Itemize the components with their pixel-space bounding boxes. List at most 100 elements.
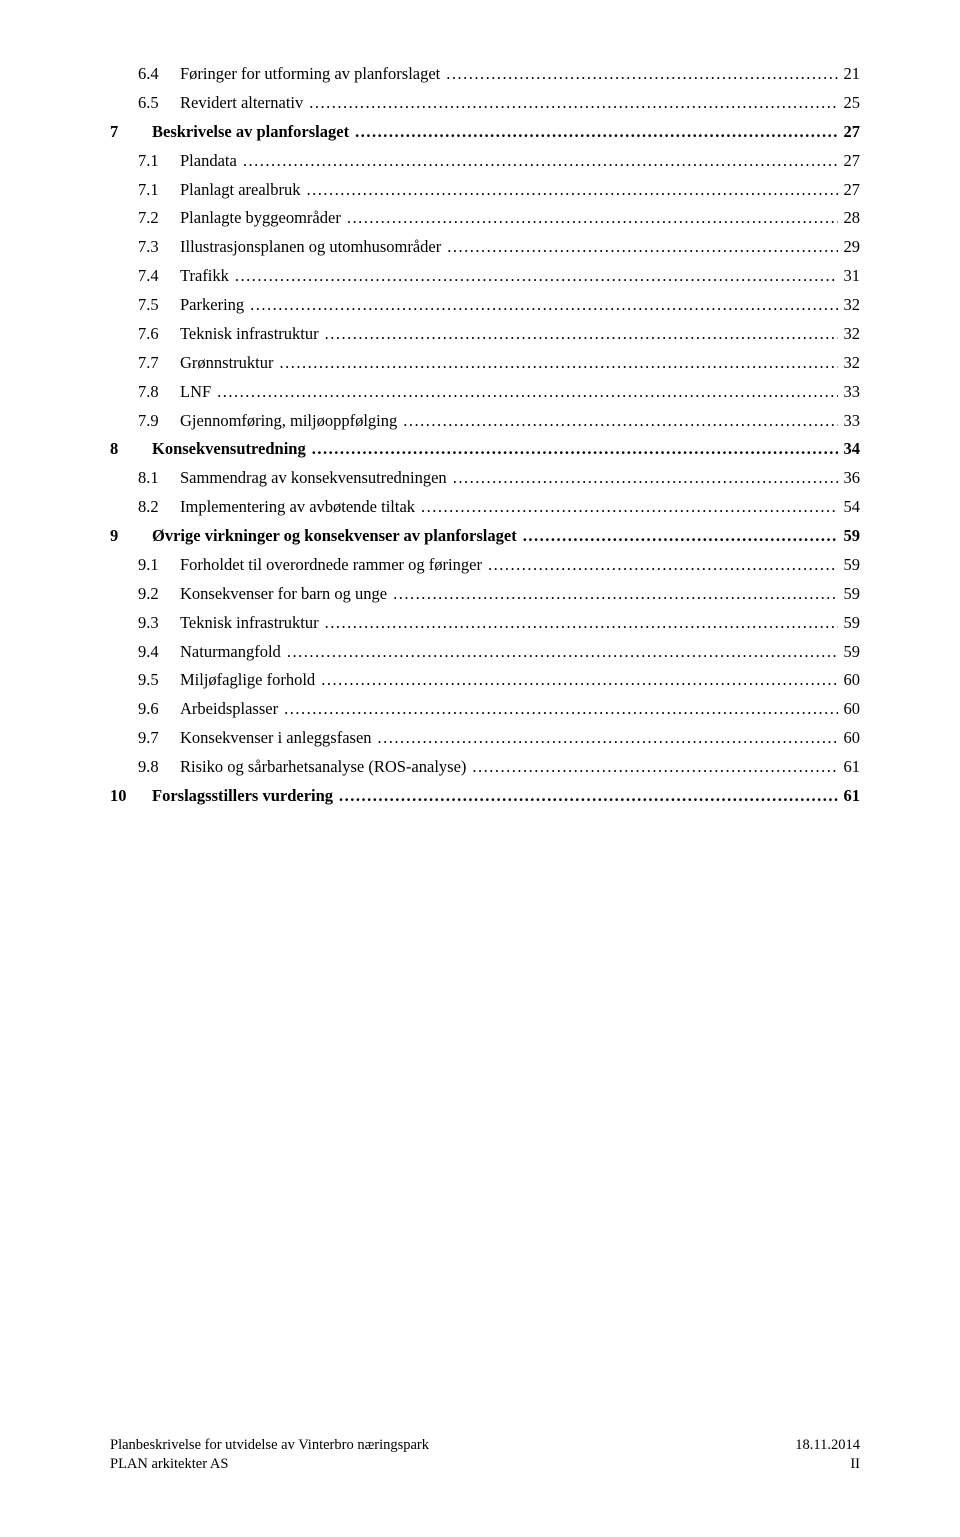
toc-leader-dots: ........................................… [339,782,837,811]
toc-leader-dots: ........................................… [235,262,838,291]
toc-label: Revidert alternativ [180,89,309,118]
toc-leader-dots: ........................................… [321,666,837,695]
toc-label: Plandata [180,147,243,176]
toc-number: 6.4 [138,60,180,89]
toc-entry: 7.1Plandata.............................… [110,147,860,176]
toc-label: Implementering av avbøtende tiltak [180,493,421,522]
toc-number: 8 [110,435,152,464]
toc-page-number: 32 [838,320,861,349]
toc-label: Konsekvensutredning [152,435,312,464]
toc-number: 6.5 [138,89,180,118]
toc-page-number: 54 [838,493,861,522]
toc-leader-dots: ........................................… [280,349,838,378]
toc-entry: 8.2Implementering av avbøtende tiltak...… [110,493,860,522]
toc-leader-dots: ........................................… [393,580,837,609]
toc-label: Parkering [180,291,250,320]
toc-page-number: 28 [838,204,861,233]
toc-number: 9.3 [138,609,180,638]
toc-entry: 7.9Gjennomføring, miljøoppfølging.......… [110,407,860,436]
footer-row-1: Planbeskrivelse for utvidelse av Vinterb… [110,1436,860,1456]
toc-leader-dots: ........................................… [378,724,838,753]
toc-entry: 9.8Risiko og sårbarhetsanalyse (ROS-anal… [110,753,860,782]
toc-leader-dots: ........................................… [243,147,838,176]
toc-page-number: 32 [838,349,861,378]
toc-entry: 7.8LNF..................................… [110,378,860,407]
toc-leader-dots: ........................................… [355,118,837,147]
toc-page-number: 60 [838,666,861,695]
toc-number: 7.4 [138,262,180,291]
toc-page-number: 59 [838,551,861,580]
toc-entry: 8Konsekvensutredning....................… [110,435,860,464]
page-footer: Planbeskrivelse for utvidelse av Vinterb… [110,1436,860,1475]
toc-number: 7.1 [138,147,180,176]
toc-number: 7.8 [138,378,180,407]
toc-label: LNF [180,378,217,407]
toc-number: 9.1 [138,551,180,580]
toc-leader-dots: ........................................… [250,291,837,320]
toc-number: 9.6 [138,695,180,724]
toc-page-number: 59 [838,522,861,551]
toc-leader-dots: ........................................… [447,233,837,262]
toc-entry: 7.7Grønnstruktur........................… [110,349,860,378]
toc-number: 7.3 [138,233,180,262]
footer-row-2: PLAN arkitekter AS II [110,1455,860,1475]
toc-entry: 10Forslagsstillers vurdering............… [110,782,860,811]
toc-leader-dots: ........................................… [325,609,838,638]
toc-label: Gjennomføring, miljøoppfølging [180,407,403,436]
toc-leader-dots: ........................................… [284,695,837,724]
toc-page-number: 59 [838,609,861,638]
toc-number: 10 [110,782,152,811]
toc-page-number: 27 [838,176,861,205]
footer-right-1: 18.11.2014 [795,1436,860,1456]
toc-label: Føringer for utforming av planforslaget [180,60,446,89]
toc-number: 9.5 [138,666,180,695]
toc-label: Risiko og sårbarhetsanalyse (ROS-analyse… [180,753,472,782]
toc-label: Planlagte byggeområder [180,204,347,233]
toc-label: Forslagsstillers vurdering [152,782,339,811]
toc-leader-dots: ........................................… [309,89,837,118]
toc-leader-dots: ........................................… [325,320,838,349]
toc-entry: 9Øvrige virkninger og konsekvenser av pl… [110,522,860,551]
toc-leader-dots: ........................................… [446,60,837,89]
toc-label: Konsekvenser for barn og unge [180,580,393,609]
toc-entry: 9.1Forholdet til overordnede rammer og f… [110,551,860,580]
toc-entry: 7.6Teknisk infrastruktur................… [110,320,860,349]
toc-entry: 9.5Miljøfaglige forhold.................… [110,666,860,695]
toc-entry: 6.5Revidert alternativ..................… [110,89,860,118]
toc-leader-dots: ........................................… [403,407,837,436]
toc-label: Sammendrag av konsekvensutredningen [180,464,453,493]
toc-number: 9.8 [138,753,180,782]
table-of-contents: 6.4Føringer for utforming av planforslag… [110,60,860,811]
toc-page-number: 59 [838,580,861,609]
toc-page-number: 61 [838,753,861,782]
toc-label: Øvrige virkninger og konsekvenser av pla… [152,522,523,551]
toc-label: Beskrivelse av planforslaget [152,118,355,147]
toc-leader-dots: ........................................… [307,176,838,205]
toc-entry: 8.1Sammendrag av konsekvensutredningen..… [110,464,860,493]
toc-entry: 7.5Parkering............................… [110,291,860,320]
toc-number: 9.2 [138,580,180,609]
toc-number: 7.1 [138,176,180,205]
toc-leader-dots: ........................................… [472,753,837,782]
toc-label: Teknisk infrastruktur [180,609,325,638]
toc-page-number: 61 [838,782,861,811]
toc-label: Arbeidsplasser [180,695,284,724]
toc-number: 9.7 [138,724,180,753]
toc-page-number: 33 [838,407,861,436]
toc-entry: 9.7Konsekvenser i anleggsfasen..........… [110,724,860,753]
toc-page-number: 32 [838,291,861,320]
toc-leader-dots: ........................................… [421,493,837,522]
footer-left-1: Planbeskrivelse for utvidelse av Vinterb… [110,1436,429,1456]
toc-page-number: 27 [838,147,861,176]
toc-entry: 7.3Illustrasjonsplanen og utomhusområder… [110,233,860,262]
toc-page-number: 21 [838,60,861,89]
toc-number: 7.7 [138,349,180,378]
toc-page-number: 60 [838,695,861,724]
toc-entry: 6.4Føringer for utforming av planforslag… [110,60,860,89]
toc-label: Forholdet til overordnede rammer og føri… [180,551,488,580]
toc-page-number: 27 [838,118,861,147]
toc-leader-dots: ........................................… [287,638,838,667]
toc-page-number: 29 [838,233,861,262]
toc-page-number: 31 [838,262,861,291]
toc-label: Teknisk infrastruktur [180,320,325,349]
